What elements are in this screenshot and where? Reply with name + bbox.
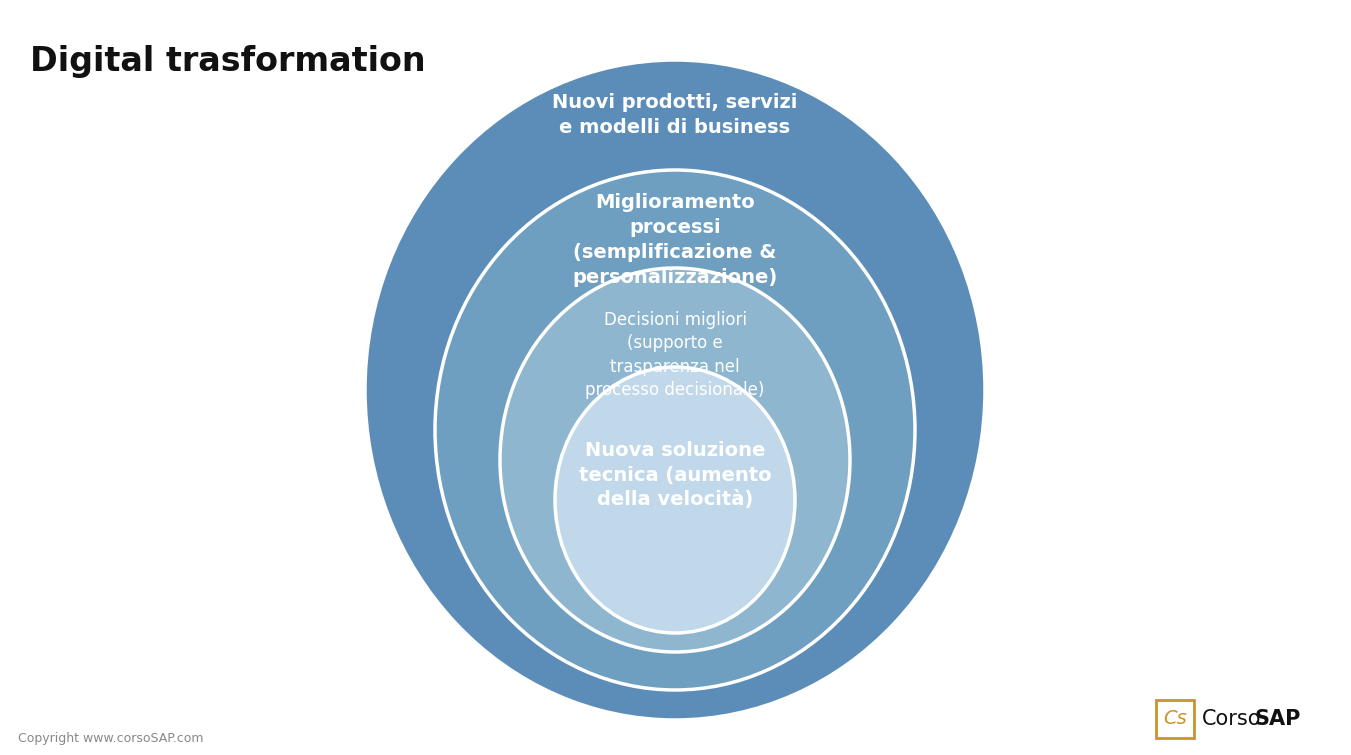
Ellipse shape (555, 367, 794, 633)
FancyBboxPatch shape (1156, 700, 1194, 738)
Ellipse shape (435, 170, 915, 690)
Text: Copyright www.corsoSAP.com: Copyright www.corsoSAP.com (18, 732, 204, 745)
Text: Cs: Cs (1163, 710, 1188, 729)
Text: Nuova soluzione
tecnica (aumento
della velocità): Nuova soluzione tecnica (aumento della v… (578, 440, 771, 510)
Text: Digital trasformation: Digital trasformation (30, 45, 426, 78)
Text: Nuovi prodotti, servizi
e modelli di business: Nuovi prodotti, servizi e modelli di bus… (553, 93, 797, 137)
Text: SAP: SAP (1254, 709, 1301, 729)
Ellipse shape (365, 60, 985, 720)
Text: Decisioni migliori
(supporto e
trasparenza nel
processo decisionale): Decisioni migliori (supporto e trasparen… (585, 310, 765, 399)
Ellipse shape (500, 268, 850, 652)
Text: Corso: Corso (1202, 709, 1262, 729)
Text: Miglioramento
processi
(semplificazione &
personalizzazione): Miglioramento processi (semplificazione … (573, 193, 778, 287)
